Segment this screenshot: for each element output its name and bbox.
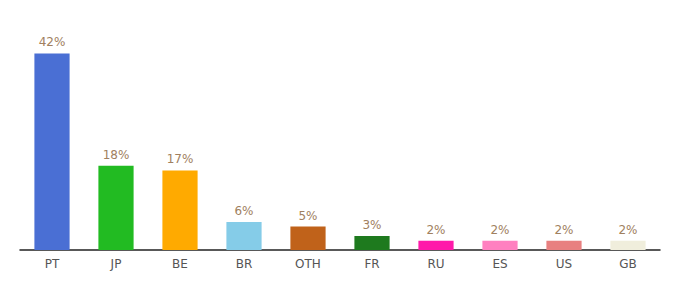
svg-text:18%: 18% [103, 148, 130, 162]
svg-text:2%: 2% [490, 223, 509, 237]
svg-text:OTH: OTH [295, 257, 321, 271]
svg-text:FR: FR [364, 257, 379, 271]
svg-text:2%: 2% [554, 223, 573, 237]
svg-text:RU: RU [427, 257, 444, 271]
svg-text:42%: 42% [39, 35, 66, 49]
svg-text:3%: 3% [362, 218, 381, 232]
svg-text:17%: 17% [167, 152, 194, 166]
svg-text:BR: BR [236, 257, 253, 271]
svg-text:6%: 6% [234, 204, 253, 218]
svg-text:2%: 2% [618, 223, 637, 237]
svg-text:JP: JP [110, 257, 122, 271]
svg-text:BE: BE [172, 257, 188, 271]
svg-text:US: US [556, 257, 572, 271]
svg-text:GB: GB [619, 257, 637, 271]
svg-text:2%: 2% [426, 223, 445, 237]
svg-text:PT: PT [45, 257, 60, 271]
svg-text:ES: ES [492, 257, 507, 271]
svg-text:5%: 5% [298, 209, 317, 223]
